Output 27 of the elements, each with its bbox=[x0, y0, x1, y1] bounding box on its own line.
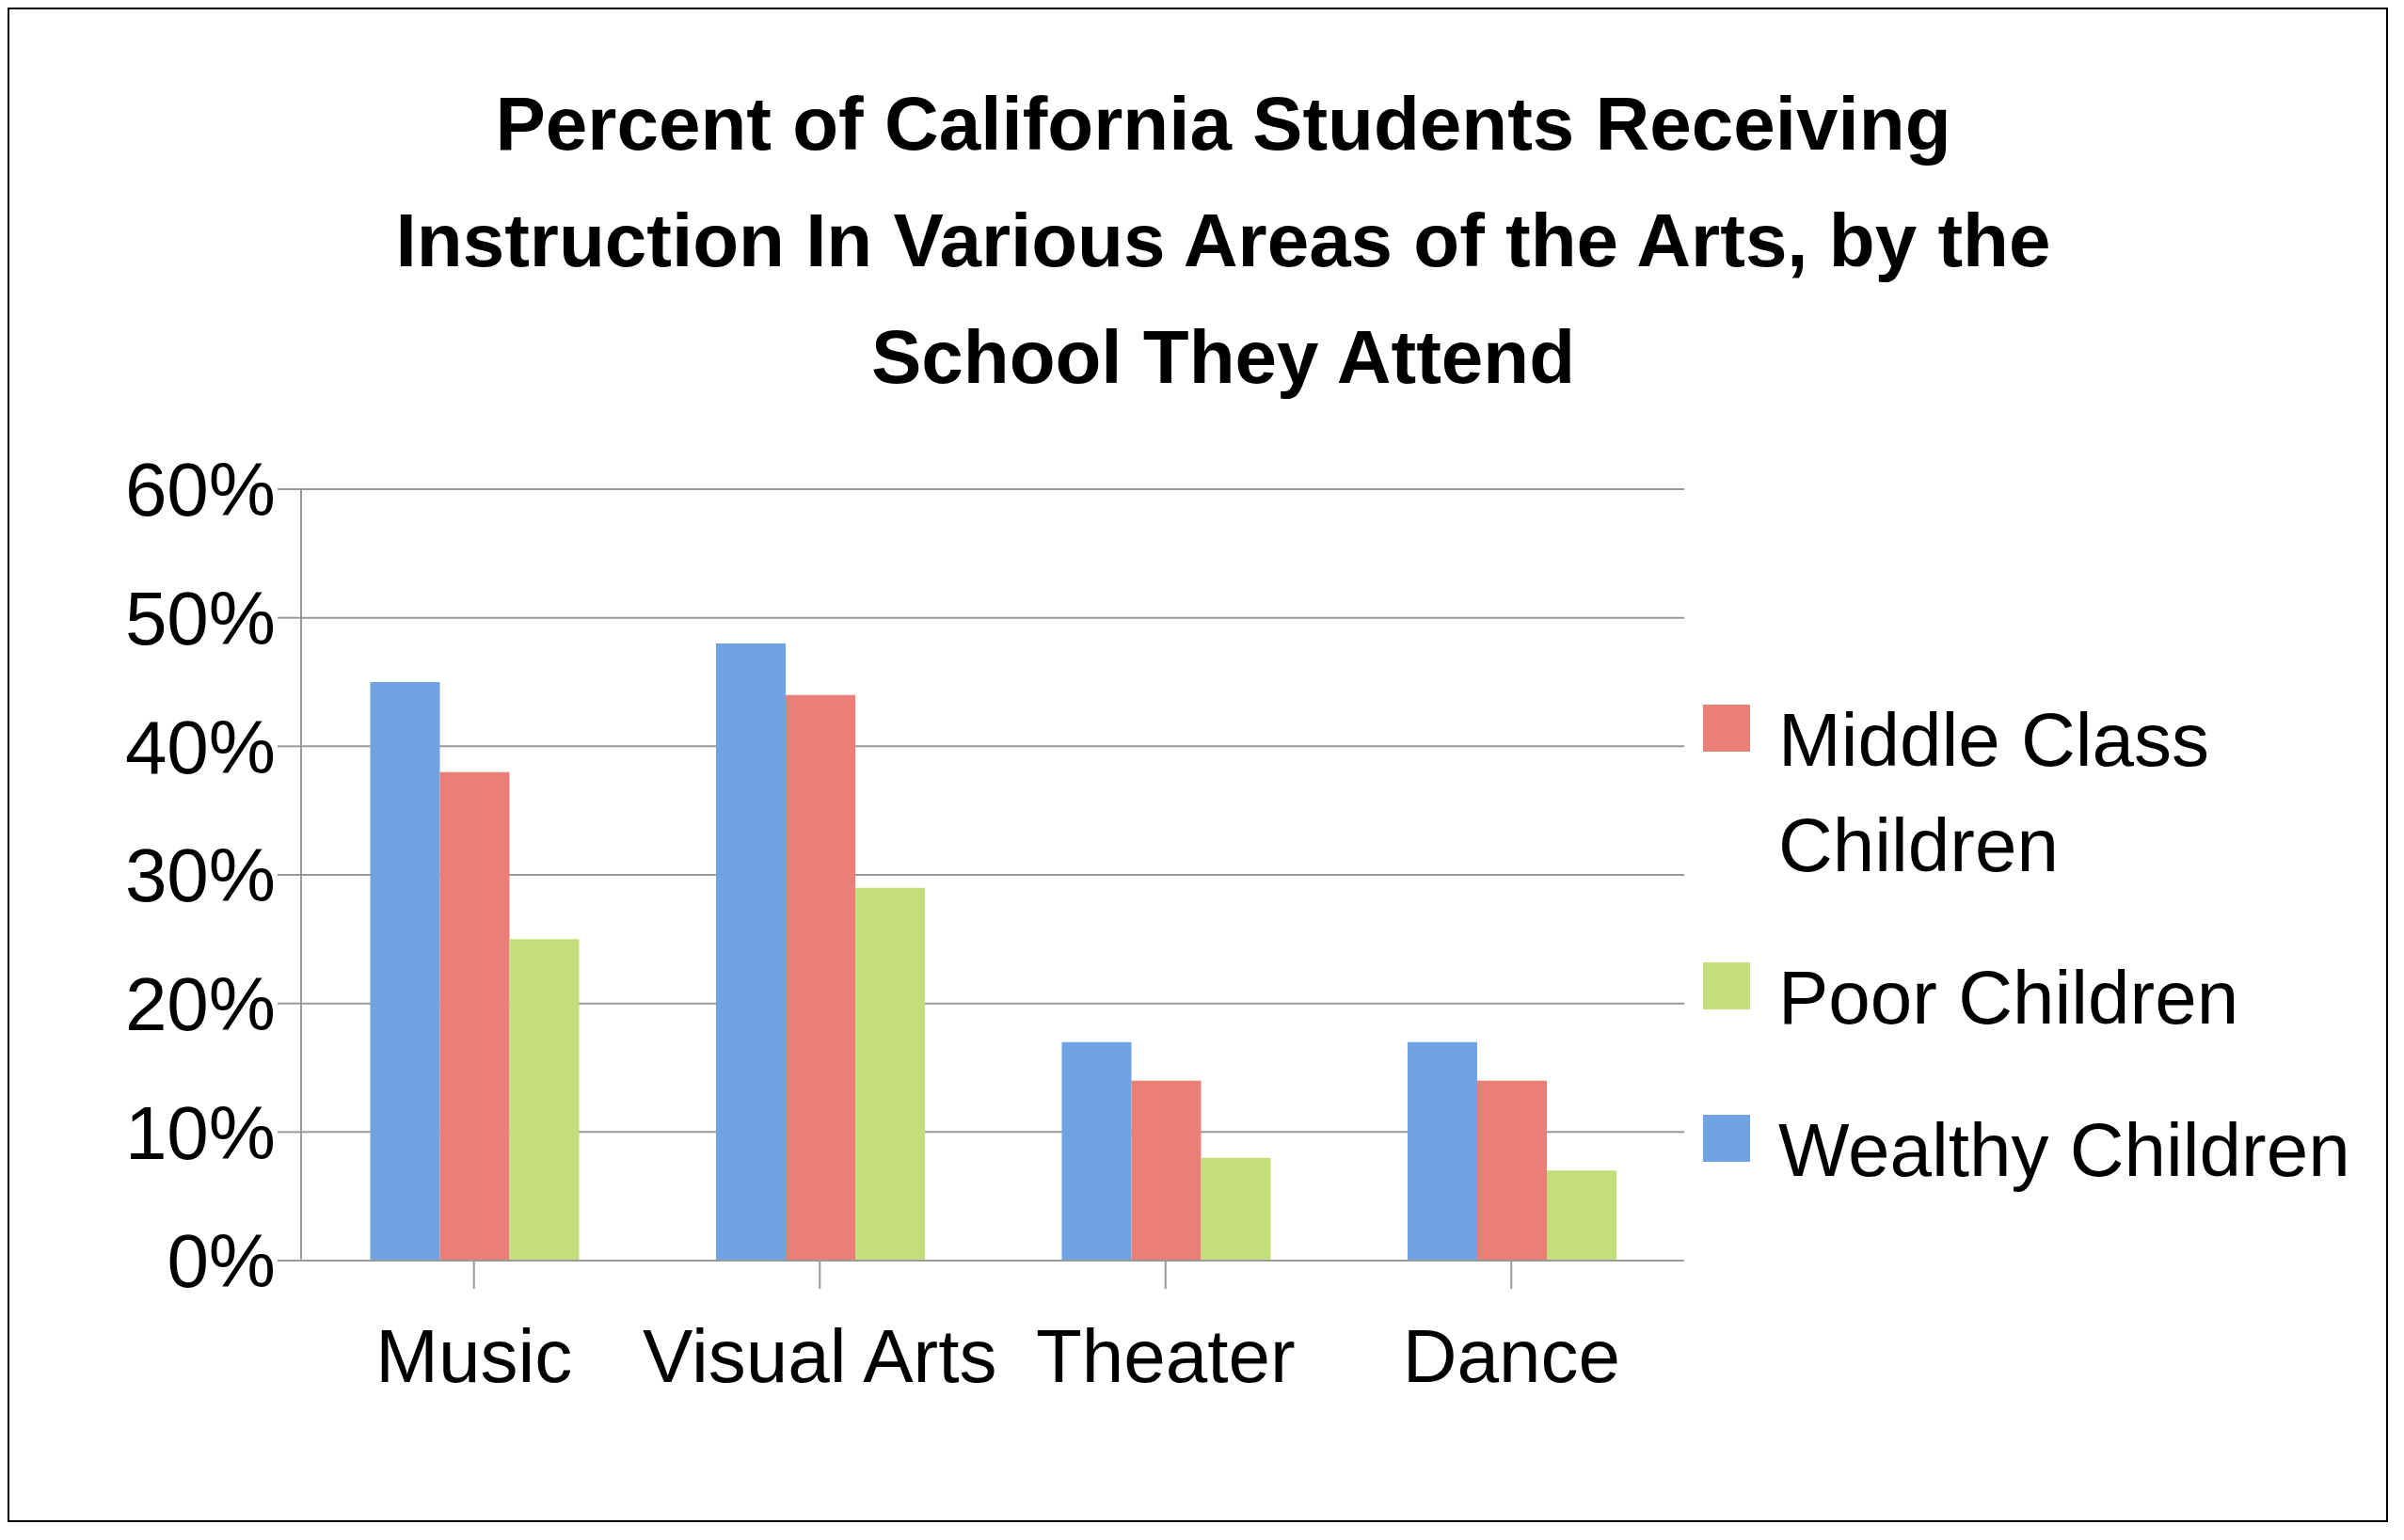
legend-label: Poor Children bbox=[1778, 955, 2239, 1041]
bar bbox=[509, 939, 580, 1261]
y-tick-label: 30% bbox=[124, 834, 276, 918]
bar bbox=[716, 643, 786, 1261]
y-tick-label: 50% bbox=[124, 577, 276, 661]
bar bbox=[1201, 1157, 1271, 1261]
x-tick-label: Dance bbox=[1402, 1313, 1620, 1398]
bar bbox=[1061, 1041, 1132, 1261]
x-tick-label: Music bbox=[375, 1313, 573, 1398]
legend-label: Middle Class Children bbox=[1778, 697, 2210, 889]
bar bbox=[1477, 1080, 1547, 1261]
bar bbox=[439, 771, 510, 1261]
bar bbox=[1547, 1170, 1616, 1261]
y-tick-label: 0% bbox=[167, 1219, 276, 1304]
bar bbox=[1408, 1041, 1477, 1261]
bar bbox=[370, 682, 440, 1261]
x-tick-label: Theater bbox=[1035, 1313, 1296, 1398]
y-tick-label: 10% bbox=[124, 1090, 276, 1175]
bar bbox=[855, 887, 925, 1261]
y-tick-label: 20% bbox=[124, 962, 276, 1047]
y-tick-label: 40% bbox=[124, 705, 276, 789]
bar bbox=[786, 694, 855, 1261]
legend-label: Wealthy Children bbox=[1778, 1107, 2350, 1194]
x-tick-label: Visual Arts bbox=[643, 1313, 997, 1398]
y-tick-label: 60% bbox=[124, 448, 276, 532]
chart-title: Percent of California Students Receiving Instruction In Various Areas of the Arts, by the School They Attend bbox=[394, 81, 2052, 401]
bar bbox=[1131, 1080, 1202, 1261]
